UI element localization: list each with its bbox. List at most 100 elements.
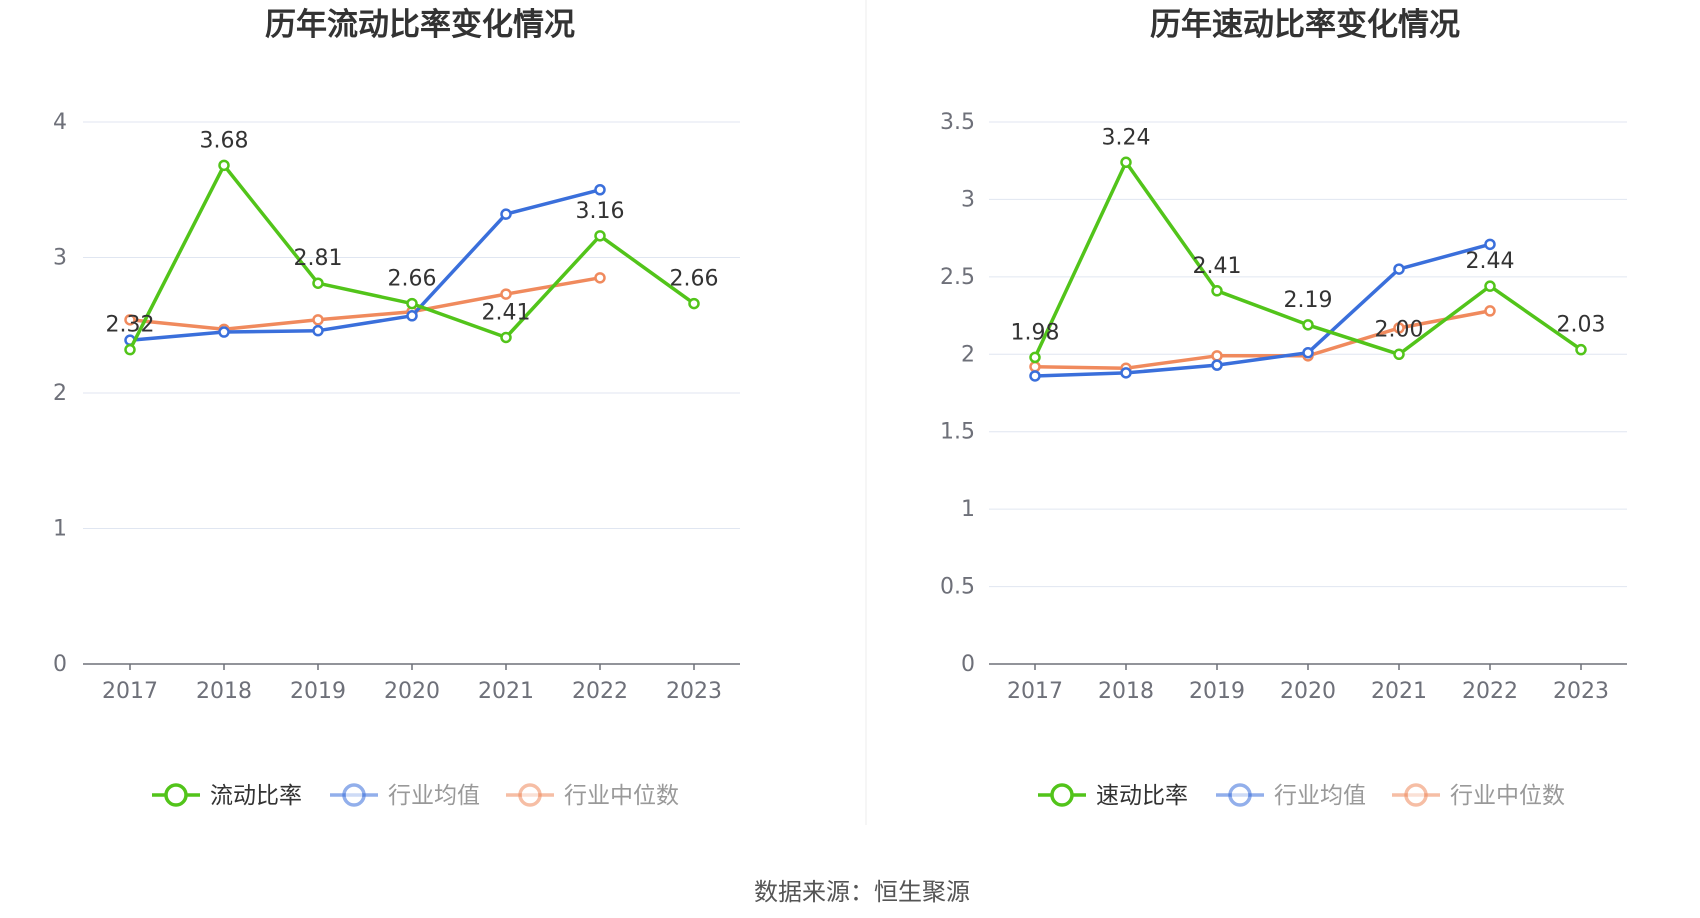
- x-tick-label: 2022: [572, 679, 628, 704]
- data-label: 3.16: [576, 199, 625, 224]
- y-tick-label: 2.5: [940, 265, 975, 290]
- data-point-median: [1029, 360, 1041, 373]
- data-source: 数据来源：恒生聚源: [754, 878, 970, 906]
- data-point-median: [500, 288, 512, 300]
- legend-marker: [342, 783, 366, 807]
- x-tick-label: 2019: [1189, 679, 1245, 704]
- data-point-avg: [218, 326, 230, 338]
- data-point-primary: [688, 297, 700, 310]
- x-tick-label: 2017: [102, 679, 158, 704]
- quick-ratio-chart: 历年速动比率变化情况 0 0.5 1 1.5 2 2.5 3 3.5 2017 2018 2019 20…: [940, 7, 1627, 809]
- data-point-avg: [406, 310, 418, 322]
- legend-item-median[interactable]: 行业中位数: [1392, 783, 1565, 809]
- x-tick-label: 2020: [1280, 679, 1336, 704]
- data-point-primary: [312, 277, 324, 289]
- x-tick-label: 2021: [478, 679, 534, 704]
- data-point-primary: [218, 159, 230, 172]
- current-ratio-chart: 历年流动比率变化情况 0 1 2 3 4 2017 2018 2019 2020 2021 2022 2…: [53, 7, 740, 809]
- y-tick-label: 0: [961, 652, 975, 677]
- y-tick-label: 1.5: [940, 420, 975, 445]
- x-tick-label: 2021: [1371, 679, 1427, 704]
- x-tick-label: 2023: [666, 679, 722, 704]
- y-tick-label: 0.5: [940, 575, 975, 600]
- series-line-median: [1034, 309, 1491, 370]
- data-point-primary: [406, 297, 418, 310]
- y-tick-label: 0: [53, 652, 67, 677]
- legend-item-primary[interactable]: 速动比率: [1038, 783, 1188, 809]
- data-point-avg: [312, 324, 324, 337]
- data-label: 2.44: [1466, 249, 1515, 274]
- legend-label: 流动比率: [210, 783, 302, 809]
- data-label: 1.98: [1011, 320, 1060, 345]
- data-label: 2.66: [388, 267, 437, 292]
- series-line-avg: [1034, 242, 1491, 378]
- x-tick-label: 2022: [1462, 679, 1518, 704]
- data-point-median: [312, 314, 324, 326]
- data-label: 3.24: [1102, 125, 1151, 150]
- legend-marker: [1404, 783, 1428, 807]
- data-label: 2.41: [482, 300, 531, 325]
- data-label: 2.81: [294, 246, 343, 271]
- data-point-avg: [1393, 263, 1405, 275]
- x-tick-label: 2018: [196, 679, 252, 704]
- legend-item-median[interactable]: 行业中位数: [506, 783, 679, 809]
- y-tick-label: 2: [961, 342, 975, 367]
- data-label: 3.68: [200, 128, 249, 153]
- data-point-primary: [124, 343, 136, 356]
- data-point-median: [1393, 322, 1405, 334]
- legend-label: 行业均值: [388, 783, 480, 809]
- data-point-primary: [594, 230, 606, 242]
- data-point-avg: [594, 184, 606, 196]
- x-tick-label: 2019: [290, 679, 346, 704]
- x-tick-label: 2023: [1553, 679, 1609, 704]
- legend-item-avg[interactable]: 行业均值: [1216, 783, 1366, 809]
- data-label: 2.32: [106, 313, 155, 338]
- legend-marker: [518, 783, 542, 807]
- data-point-primary: [1029, 351, 1041, 364]
- data-point-primary: [1211, 285, 1223, 297]
- y-tick-label: 3.5: [940, 110, 975, 135]
- y-tick-label: 3: [53, 246, 67, 271]
- y-tick-label: 1: [961, 497, 975, 522]
- legend-marker: [1228, 783, 1252, 807]
- data-point-avg: [1302, 346, 1314, 359]
- series-line-median: [129, 276, 601, 332]
- legend-label: 行业中位数: [564, 783, 679, 809]
- data-point-avg: [1029, 370, 1041, 382]
- data-point-avg: [1484, 238, 1496, 251]
- y-tick-label: 3: [961, 187, 975, 212]
- data-point-primary: [1393, 348, 1405, 361]
- y-tick-label: 4: [53, 110, 67, 135]
- data-label: 2.19: [1284, 288, 1333, 313]
- data-point-median: [124, 314, 136, 326]
- data-point-avg: [1211, 359, 1223, 371]
- data-point-avg: [500, 208, 512, 220]
- chart-title: 历年流动比率变化情况: [265, 7, 575, 43]
- legend-marker: [164, 783, 188, 807]
- data-point-avg: [1120, 367, 1132, 379]
- series-line-avg: [129, 188, 601, 342]
- data-point-primary: [500, 331, 512, 344]
- data-point-primary: [1120, 156, 1132, 169]
- data-point-primary: [1302, 319, 1314, 331]
- data-point-median: [1484, 305, 1496, 317]
- data-point-median: [1211, 350, 1223, 362]
- legend-item-avg[interactable]: 行业均值: [330, 783, 480, 809]
- legend-item-primary[interactable]: 流动比率: [152, 783, 302, 809]
- x-tick-label: 2020: [384, 679, 440, 704]
- data-label: 2.00: [1375, 317, 1424, 342]
- data-point-median: [594, 272, 606, 284]
- legend-marker: [1050, 783, 1074, 807]
- legend-label: 行业中位数: [1450, 783, 1565, 809]
- data-point-primary: [1575, 343, 1587, 356]
- y-tick-label: 1: [53, 517, 67, 542]
- legend-label: 行业均值: [1274, 783, 1366, 809]
- data-point-primary: [1484, 280, 1496, 292]
- chart-title: 历年速动比率变化情况: [1150, 7, 1460, 43]
- x-tick-label: 2018: [1098, 679, 1154, 704]
- data-label: 2.41: [1193, 254, 1242, 279]
- x-tick-label: 2017: [1007, 679, 1063, 704]
- data-label: 2.03: [1557, 313, 1606, 338]
- data-label: 2.66: [670, 267, 719, 292]
